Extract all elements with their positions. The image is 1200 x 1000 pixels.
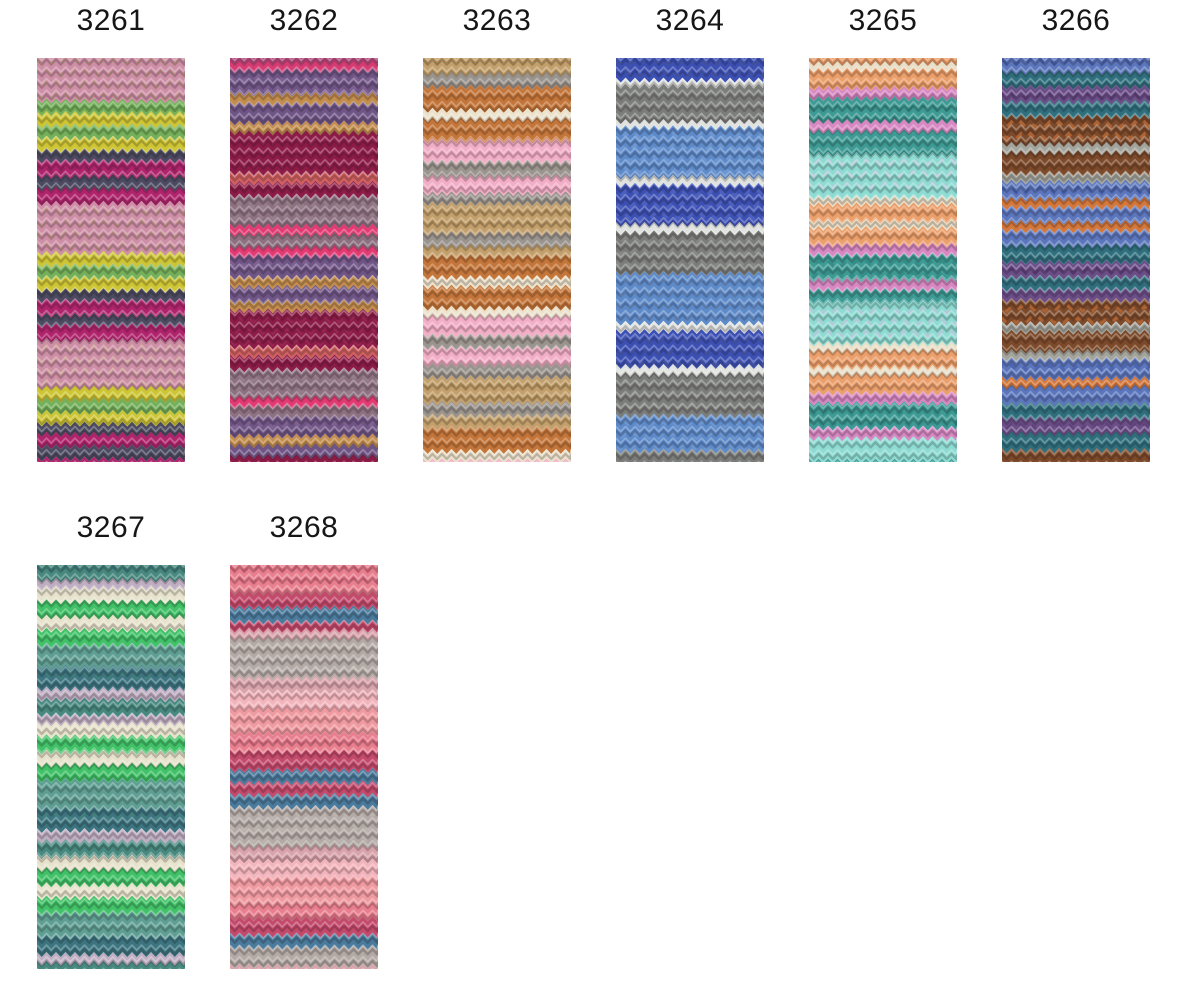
knit-swatch-image: [1002, 58, 1150, 462]
knit-swatch-image: [616, 58, 764, 462]
knit-swatch-image: [230, 58, 378, 462]
swatch-group-3263: 3263: [423, 4, 571, 462]
swatch-label: 3266: [1041, 4, 1111, 37]
swatch-label: 3265: [848, 4, 918, 37]
swatch-group-3268: 3268: [230, 511, 378, 969]
knit-swatch-image: [423, 58, 571, 462]
swatch-group-3262: 3262: [230, 4, 378, 462]
swatch-label: 3262: [269, 4, 339, 37]
swatch-label: 3261: [76, 4, 146, 37]
knit-swatch-image: [230, 565, 378, 969]
knit-swatch-image: [37, 565, 185, 969]
swatch-group-3267: 3267: [37, 511, 185, 969]
swatch-group-3261: 3261: [37, 4, 185, 462]
swatch-group-3264: 3264: [616, 4, 764, 462]
swatch-label: 3267: [76, 511, 146, 544]
knit-swatch-image: [809, 58, 957, 462]
swatch-group-3266: 3266: [1002, 4, 1150, 462]
knit-swatch-image: [37, 58, 185, 462]
swatch-label: 3264: [655, 4, 725, 37]
swatch-label: 3263: [462, 4, 532, 37]
swatch-group-3265: 3265: [809, 4, 957, 462]
swatch-label: 3268: [269, 511, 339, 544]
